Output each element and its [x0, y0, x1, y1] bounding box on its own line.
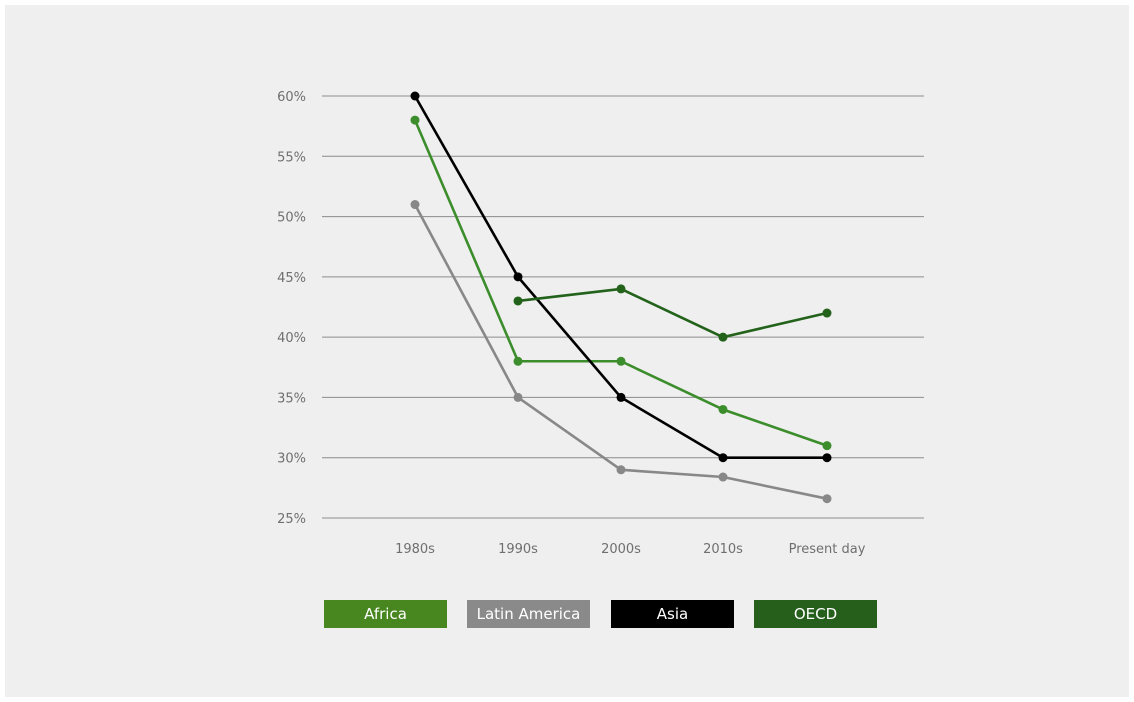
data-point-africa	[718, 404, 728, 414]
y-tick-label: 55%	[277, 150, 306, 165]
x-tick-label: 2000s	[601, 542, 641, 557]
chart-panel	[5, 5, 1129, 697]
legend-label-asia: Asia	[656, 605, 689, 623]
legend-item-oecd: OECD	[754, 600, 877, 628]
data-point-latin-america	[616, 465, 626, 475]
series-oecd	[513, 284, 832, 342]
data-point-latin-america	[513, 392, 523, 402]
data-point-latin-america	[718, 472, 728, 482]
x-tick-label: 1990s	[498, 542, 538, 557]
legend-item-asia: Asia	[611, 600, 734, 628]
y-axis-ticks: 25% 30% 35% 40% 45% 50% 55% 60%	[277, 90, 306, 527]
series-line-oecd	[517, 287, 828, 339]
data-point-asia	[513, 272, 523, 282]
legend: Africa Latin America Asia OECD	[0, 600, 1134, 628]
grid-layer	[322, 95, 924, 519]
data-point-oecd	[513, 296, 523, 306]
data-point-oecd	[718, 332, 728, 342]
series-layer	[410, 91, 832, 504]
series-africa	[410, 115, 832, 451]
data-point-oecd	[616, 284, 626, 294]
x-tick-label: 1980s	[395, 542, 435, 557]
data-point-asia	[822, 453, 832, 463]
y-tick-label: 30%	[277, 452, 306, 467]
data-point-africa	[513, 356, 523, 366]
y-tick-label: 60%	[277, 90, 306, 105]
y-tick-label: 40%	[277, 331, 306, 346]
series-line-latin-america	[413, 203, 828, 500]
x-tick-label: Present day	[789, 542, 866, 557]
series-asia	[410, 91, 832, 463]
legend-item-africa: Africa	[324, 600, 447, 628]
data-point-asia	[410, 91, 420, 101]
legend-label-oecd: OECD	[793, 605, 838, 623]
x-axis-ticks: 1980s 1990s 2000s 2010s Present day	[395, 542, 866, 557]
data-point-latin-america	[410, 200, 420, 210]
y-tick-label: 50%	[277, 211, 306, 226]
data-point-asia	[616, 392, 626, 402]
data-point-africa	[616, 356, 626, 366]
series-latin-america	[410, 200, 832, 504]
y-tick-label: 35%	[277, 391, 306, 406]
legend-label-africa: Africa	[364, 605, 407, 623]
data-point-asia	[718, 453, 728, 463]
x-tick-label: 2010s	[703, 542, 743, 557]
legend-item-latin-america: Latin America	[467, 600, 590, 628]
data-point-africa	[410, 115, 420, 125]
y-tick-label: 25%	[277, 512, 306, 527]
legend-label-latin-america: Latin America	[476, 605, 581, 623]
y-tick-label: 45%	[277, 271, 306, 286]
data-point-latin-america	[822, 494, 832, 504]
data-point-africa	[822, 441, 832, 451]
data-point-oecd	[822, 308, 832, 318]
